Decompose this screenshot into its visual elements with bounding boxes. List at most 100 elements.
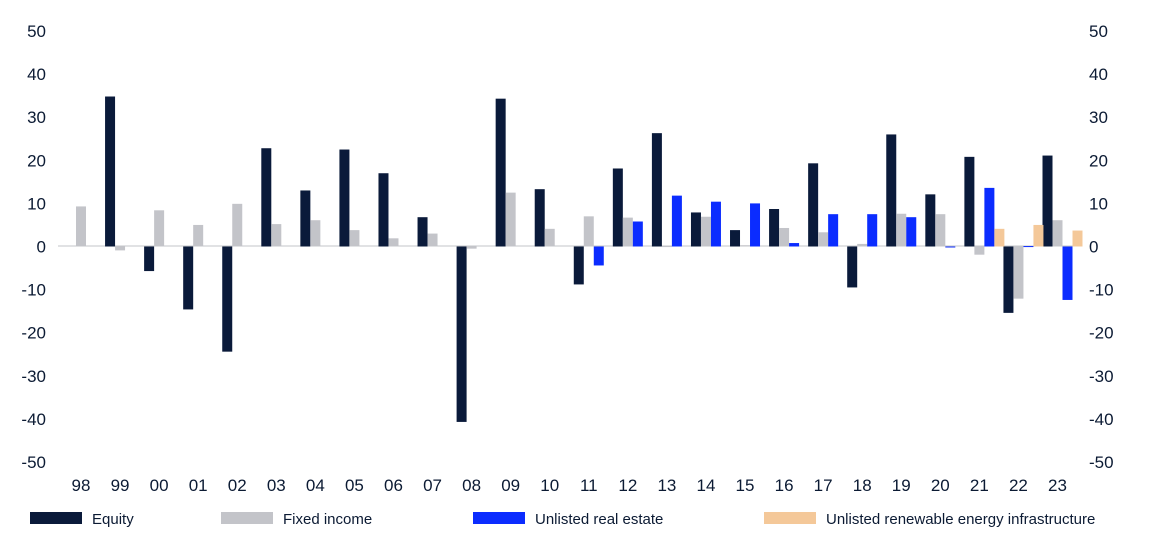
bar-equity	[964, 156, 975, 247]
bar-fixed-income	[193, 224, 204, 247]
x-tick-label: 08	[462, 476, 481, 495]
x-tick-label: 19	[892, 476, 911, 495]
y-tick-label: 40	[27, 65, 46, 84]
bar-fixed-income	[818, 232, 829, 247]
bar-equity	[144, 246, 155, 272]
x-tick-label: 18	[853, 476, 872, 495]
bar-equity	[378, 173, 389, 247]
y-tick-label: 0	[37, 238, 46, 257]
bar-fixed-income	[740, 245, 751, 247]
bar-equity	[339, 149, 350, 247]
bar-equity	[886, 134, 897, 247]
bar-fixed-income	[271, 224, 282, 247]
x-tick-label: 17	[814, 476, 833, 495]
y-tick-label-right: 40	[1089, 65, 1108, 84]
bar-fixed-income	[1052, 220, 1063, 247]
bar-fixed-income	[857, 243, 868, 247]
y-tick-label-right: -20	[1089, 324, 1114, 343]
x-tick-label: 98	[72, 476, 91, 495]
bar-fixed-income	[388, 238, 399, 247]
bar-equity	[769, 209, 780, 247]
y-tick-label-right: 20	[1089, 151, 1108, 170]
bar-unlisted-real-estate	[1062, 246, 1073, 300]
left-axis: 50 40 30 20 10 0 -10 -20 -30 -40 -50	[21, 22, 46, 472]
x-tick-label: 12	[618, 476, 637, 495]
bar-unlisted-real-estate	[906, 217, 917, 247]
x-tick-label: 01	[189, 476, 208, 495]
bar-equity	[417, 217, 428, 247]
bar-fixed-income	[622, 217, 633, 247]
bar-unlisted-real-estate	[671, 195, 682, 247]
y-tick-label-right: -40	[1089, 410, 1114, 429]
bar-fixed-income	[427, 233, 438, 247]
bar-fixed-income	[115, 246, 126, 251]
legend-swatch	[764, 512, 816, 524]
bar-unlisted-real-estate	[593, 246, 604, 266]
bar-unlisted-renewable-energy-infrastructure	[994, 228, 1005, 247]
bar-fixed-income	[466, 246, 477, 249]
legend-label: Unlisted real estate	[535, 511, 663, 528]
bar-equity	[573, 246, 584, 285]
y-tick-label: -50	[21, 453, 46, 472]
x-tick-label: 03	[267, 476, 286, 495]
bar-unlisted-real-estate	[945, 246, 956, 248]
x-axis: 98 99 00 01 02 03 04 05 06 07 08 09 10 11 12 13 14 15 16 17…	[72, 476, 1067, 495]
bar-equity	[1003, 246, 1014, 313]
x-tick-label: 04	[306, 476, 325, 495]
bar-fixed-income	[349, 230, 360, 247]
bar-unlisted-renewable-energy-infrastructure	[1072, 230, 1083, 247]
bar-fixed-income	[505, 192, 516, 247]
y-tick-label: -20	[21, 324, 46, 343]
x-tick-label: 21	[970, 476, 989, 495]
bar-unlisted-real-estate	[710, 201, 721, 247]
x-tick-label: 16	[775, 476, 794, 495]
bar-equity	[651, 133, 662, 247]
bar-fixed-income	[1013, 246, 1024, 299]
bar-fixed-income	[661, 246, 672, 248]
y-tick-label: -40	[21, 410, 46, 429]
bar-fixed-income	[779, 227, 790, 247]
bar-equity	[495, 98, 506, 247]
x-tick-label: 20	[931, 476, 950, 495]
legend-swatch	[30, 512, 82, 524]
x-tick-label: 99	[111, 476, 130, 495]
bar-fixed-income	[700, 216, 711, 247]
bar-unlisted-real-estate	[789, 243, 800, 247]
bar-equity	[612, 168, 623, 247]
y-tick-label: 10	[27, 194, 46, 213]
bar-equity	[105, 96, 116, 247]
bar-fixed-income	[76, 206, 86, 247]
y-tick-label-right: 10	[1089, 194, 1108, 213]
bar-equity	[730, 230, 741, 247]
bar-equity	[925, 194, 936, 247]
x-tick-label: 05	[345, 476, 364, 495]
x-tick-label: 15	[736, 476, 755, 495]
legend-label: Unlisted renewable energy infrastructure	[826, 511, 1095, 528]
x-tick-label: 11	[580, 476, 598, 495]
bar-equity	[808, 163, 819, 247]
bar-equity	[534, 189, 545, 247]
bar-equity	[456, 246, 467, 422]
bar-fixed-income	[896, 213, 907, 247]
bar-equity	[300, 190, 311, 247]
bar-equity	[1042, 155, 1053, 247]
bar-fixed-income	[154, 210, 165, 247]
bar-unlisted-real-estate	[750, 203, 761, 247]
legend-swatch	[221, 512, 273, 524]
y-tick-label: -10	[21, 281, 46, 300]
bar-fixed-income	[974, 246, 985, 255]
bar-equity	[222, 246, 233, 352]
legend-swatch	[473, 512, 525, 524]
right-axis: 50 40 30 20 10 0 -10 -20 -30 -40 -50	[1089, 22, 1114, 472]
bar-equity	[847, 246, 858, 288]
x-tick-label: 14	[696, 476, 715, 495]
x-tick-label: 07	[423, 476, 442, 495]
y-tick-label: 20	[27, 151, 46, 170]
bar-unlisted-real-estate	[828, 214, 839, 247]
bar-fixed-income	[935, 214, 946, 247]
x-tick-label: 06	[384, 476, 403, 495]
x-tick-label: 00	[150, 476, 169, 495]
x-tick-label: 02	[228, 476, 247, 495]
y-tick-label-right: -30	[1089, 367, 1114, 386]
x-tick-label: 10	[540, 476, 559, 495]
